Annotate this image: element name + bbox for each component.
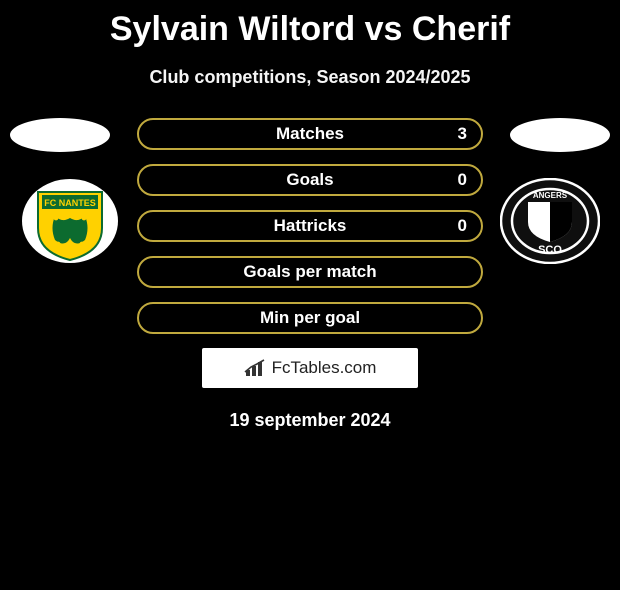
stat-row: Goals per match	[137, 256, 483, 288]
stat-label: Hattricks	[274, 216, 347, 236]
angers-sco-crest-icon: ANGERS SCO	[500, 178, 600, 264]
stat-row: Hattricks 0	[137, 210, 483, 242]
stat-value-right: 3	[458, 124, 467, 144]
fc-nantes-crest-icon: FC NANTES	[20, 178, 120, 264]
stat-label: Matches	[276, 124, 344, 144]
subtitle: Club competitions, Season 2024/2025	[0, 67, 620, 88]
stat-label: Goals	[286, 170, 333, 190]
svg-text:SCO: SCO	[538, 244, 562, 256]
content-area: FC NANTES ANGERS SCO Matches3Goals0Hattr…	[0, 118, 620, 431]
club-badge-right: ANGERS SCO	[500, 178, 600, 264]
stat-row: Matches 3	[137, 118, 483, 150]
club-badge-left: FC NANTES	[20, 178, 120, 264]
svg-text:ANGERS: ANGERS	[533, 191, 568, 200]
player-right-head-ellipse	[510, 118, 610, 152]
stat-row: Min per goal	[137, 302, 483, 334]
date-text: 19 september 2024	[0, 410, 620, 431]
stat-label: Goals per match	[243, 262, 376, 282]
stat-rows: Matches 3 Goals 0 Hattricks 0 Goals per match M…	[137, 118, 483, 334]
stat-value-right: 0	[458, 216, 467, 236]
branding-box: FcTables.com	[202, 348, 418, 388]
stat-label: Min per goal	[260, 308, 360, 328]
page-title: Sylvain Wiltord vs Cherif	[0, 10, 620, 49]
stat-row: Goals 0	[137, 164, 483, 196]
svg-text:FC NANTES: FC NANTES	[44, 198, 96, 208]
player-left-head-ellipse	[10, 118, 110, 152]
branding-text: FcTables.com	[272, 358, 377, 378]
stat-value-right: 0	[458, 170, 467, 190]
bar-chart-icon	[244, 358, 268, 378]
